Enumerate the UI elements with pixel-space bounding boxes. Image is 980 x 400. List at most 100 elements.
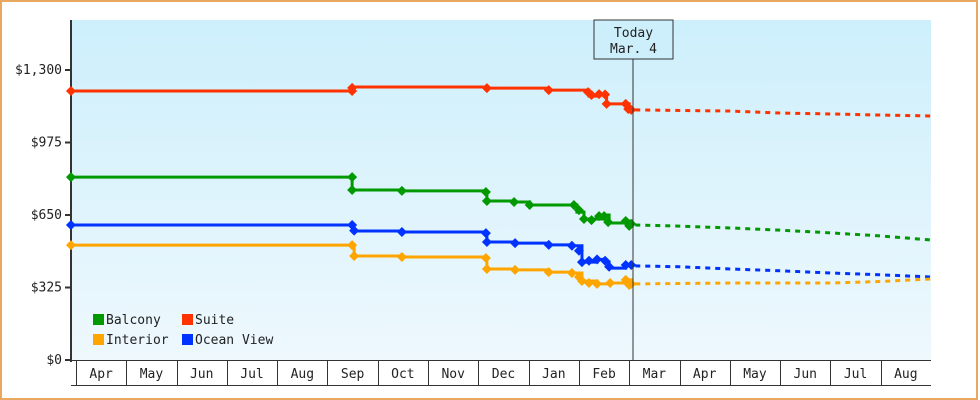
data-point[interactable] — [396, 226, 407, 237]
y-tick-label: $650 — [31, 208, 62, 223]
frame-left-border — [0, 0, 2, 400]
legend-item-suite[interactable]: Suite — [182, 313, 234, 328]
plot-area — [71, 20, 931, 360]
data-point[interactable] — [600, 89, 611, 100]
data-point[interactable] — [601, 98, 612, 109]
data-point[interactable] — [568, 199, 579, 210]
legend-label: Ocean View — [195, 333, 273, 348]
data-point[interactable] — [620, 259, 631, 270]
data-point[interactable] — [510, 238, 521, 249]
series-interior — [65, 240, 932, 291]
data-point[interactable] — [349, 225, 360, 236]
legend-swatch — [93, 334, 104, 345]
month-label: Apr — [693, 367, 717, 382]
data-point[interactable] — [594, 211, 605, 222]
data-point[interactable] — [65, 240, 76, 251]
legend-swatch — [182, 314, 193, 325]
data-point[interactable] — [576, 257, 587, 268]
data-point[interactable] — [592, 254, 603, 265]
y-tick-label: $975 — [31, 136, 62, 151]
data-point[interactable] — [626, 104, 637, 115]
data-point[interactable] — [584, 255, 594, 266]
legend-item-balcony[interactable]: Balcony — [93, 313, 161, 328]
month-label: Feb — [592, 367, 616, 382]
data-point[interactable] — [347, 82, 358, 93]
data-point[interactable] — [586, 89, 597, 100]
data-point[interactable] — [566, 268, 577, 278]
month-label: Aug — [291, 367, 314, 382]
legend-item-ocean-view[interactable]: Ocean View — [182, 333, 273, 348]
data-point[interactable] — [543, 239, 554, 250]
data-point[interactable] — [573, 205, 584, 216]
series-ocean-view — [65, 220, 932, 279]
data-point[interactable] — [573, 245, 584, 256]
month-label: Aug — [894, 367, 917, 382]
data-point[interactable] — [480, 228, 491, 239]
month-label: Jan — [542, 367, 565, 382]
legend-item-interior[interactable]: Interior — [93, 333, 169, 348]
data-point[interactable] — [592, 278, 603, 289]
data-point[interactable] — [603, 217, 614, 228]
data-point[interactable] — [566, 240, 577, 251]
data-point[interactable] — [347, 172, 358, 183]
legend-label: Suite — [195, 313, 234, 328]
month-label: Jul — [844, 367, 867, 382]
forecast-line — [635, 264, 932, 279]
data-point[interactable] — [524, 199, 535, 210]
y-tick-label: $1,300 — [15, 63, 62, 78]
month-label: Nov — [441, 367, 465, 382]
data-point[interactable] — [594, 89, 605, 100]
y-tick-label: $0 — [46, 353, 62, 368]
forecast-line — [635, 277, 932, 286]
data-point[interactable] — [543, 267, 554, 278]
data-point[interactable] — [626, 218, 637, 229]
data-point[interactable] — [626, 278, 637, 289]
legend: Balcony Suite Interior Ocean View — [93, 313, 273, 348]
data-point[interactable] — [584, 278, 594, 289]
month-label: May — [140, 367, 164, 382]
data-point[interactable] — [481, 195, 492, 206]
legend-label: Interior — [106, 333, 169, 348]
y-tick-label: $325 — [31, 281, 62, 296]
data-point[interactable] — [510, 264, 521, 275]
legend-swatch — [93, 314, 104, 325]
legend-label: Balcony — [106, 313, 161, 328]
data-point[interactable] — [543, 85, 554, 96]
month-label: May — [743, 367, 767, 382]
month-label: Jun — [190, 367, 213, 382]
data-point[interactable] — [481, 83, 492, 94]
data-point[interactable] — [509, 197, 520, 208]
data-point[interactable] — [604, 261, 615, 272]
data-point[interactable] — [600, 255, 611, 266]
data-point[interactable] — [578, 214, 589, 225]
data-point[interactable] — [481, 263, 492, 274]
data-point[interactable] — [396, 251, 407, 262]
data-point[interactable] — [349, 251, 360, 262]
data-point[interactable] — [396, 185, 407, 196]
month-label: Oct — [391, 367, 414, 382]
series-suite — [65, 82, 932, 118]
data-point[interactable] — [599, 211, 610, 222]
data-point[interactable] — [347, 240, 358, 251]
axes: $0 $325 $650 $975 $1,300 Apr May Jun Jul Aug Sep Oc… — [15, 20, 931, 386]
data-point[interactable] — [347, 185, 358, 196]
data-point[interactable] — [626, 259, 637, 270]
month-label: Jun — [794, 367, 817, 382]
month-label: Dec — [492, 367, 515, 382]
today-label-line2: Mar. 4 — [610, 42, 657, 57]
data-point[interactable] — [586, 215, 597, 226]
data-point[interactable] — [480, 187, 491, 198]
data-point[interactable] — [481, 236, 492, 247]
today-marker: Today Mar. 4 — [593, 19, 674, 360]
data-point[interactable] — [480, 253, 491, 264]
data-point[interactable] — [65, 85, 76, 96]
legend-swatch — [182, 334, 193, 345]
data-point[interactable] — [576, 276, 587, 287]
data-point[interactable] — [605, 278, 616, 289]
series-balcony — [65, 172, 932, 242]
data-point[interactable] — [65, 220, 76, 231]
month-label: Sep — [341, 367, 365, 382]
month-label: Apr — [89, 367, 113, 382]
data-point[interactable] — [65, 172, 76, 183]
